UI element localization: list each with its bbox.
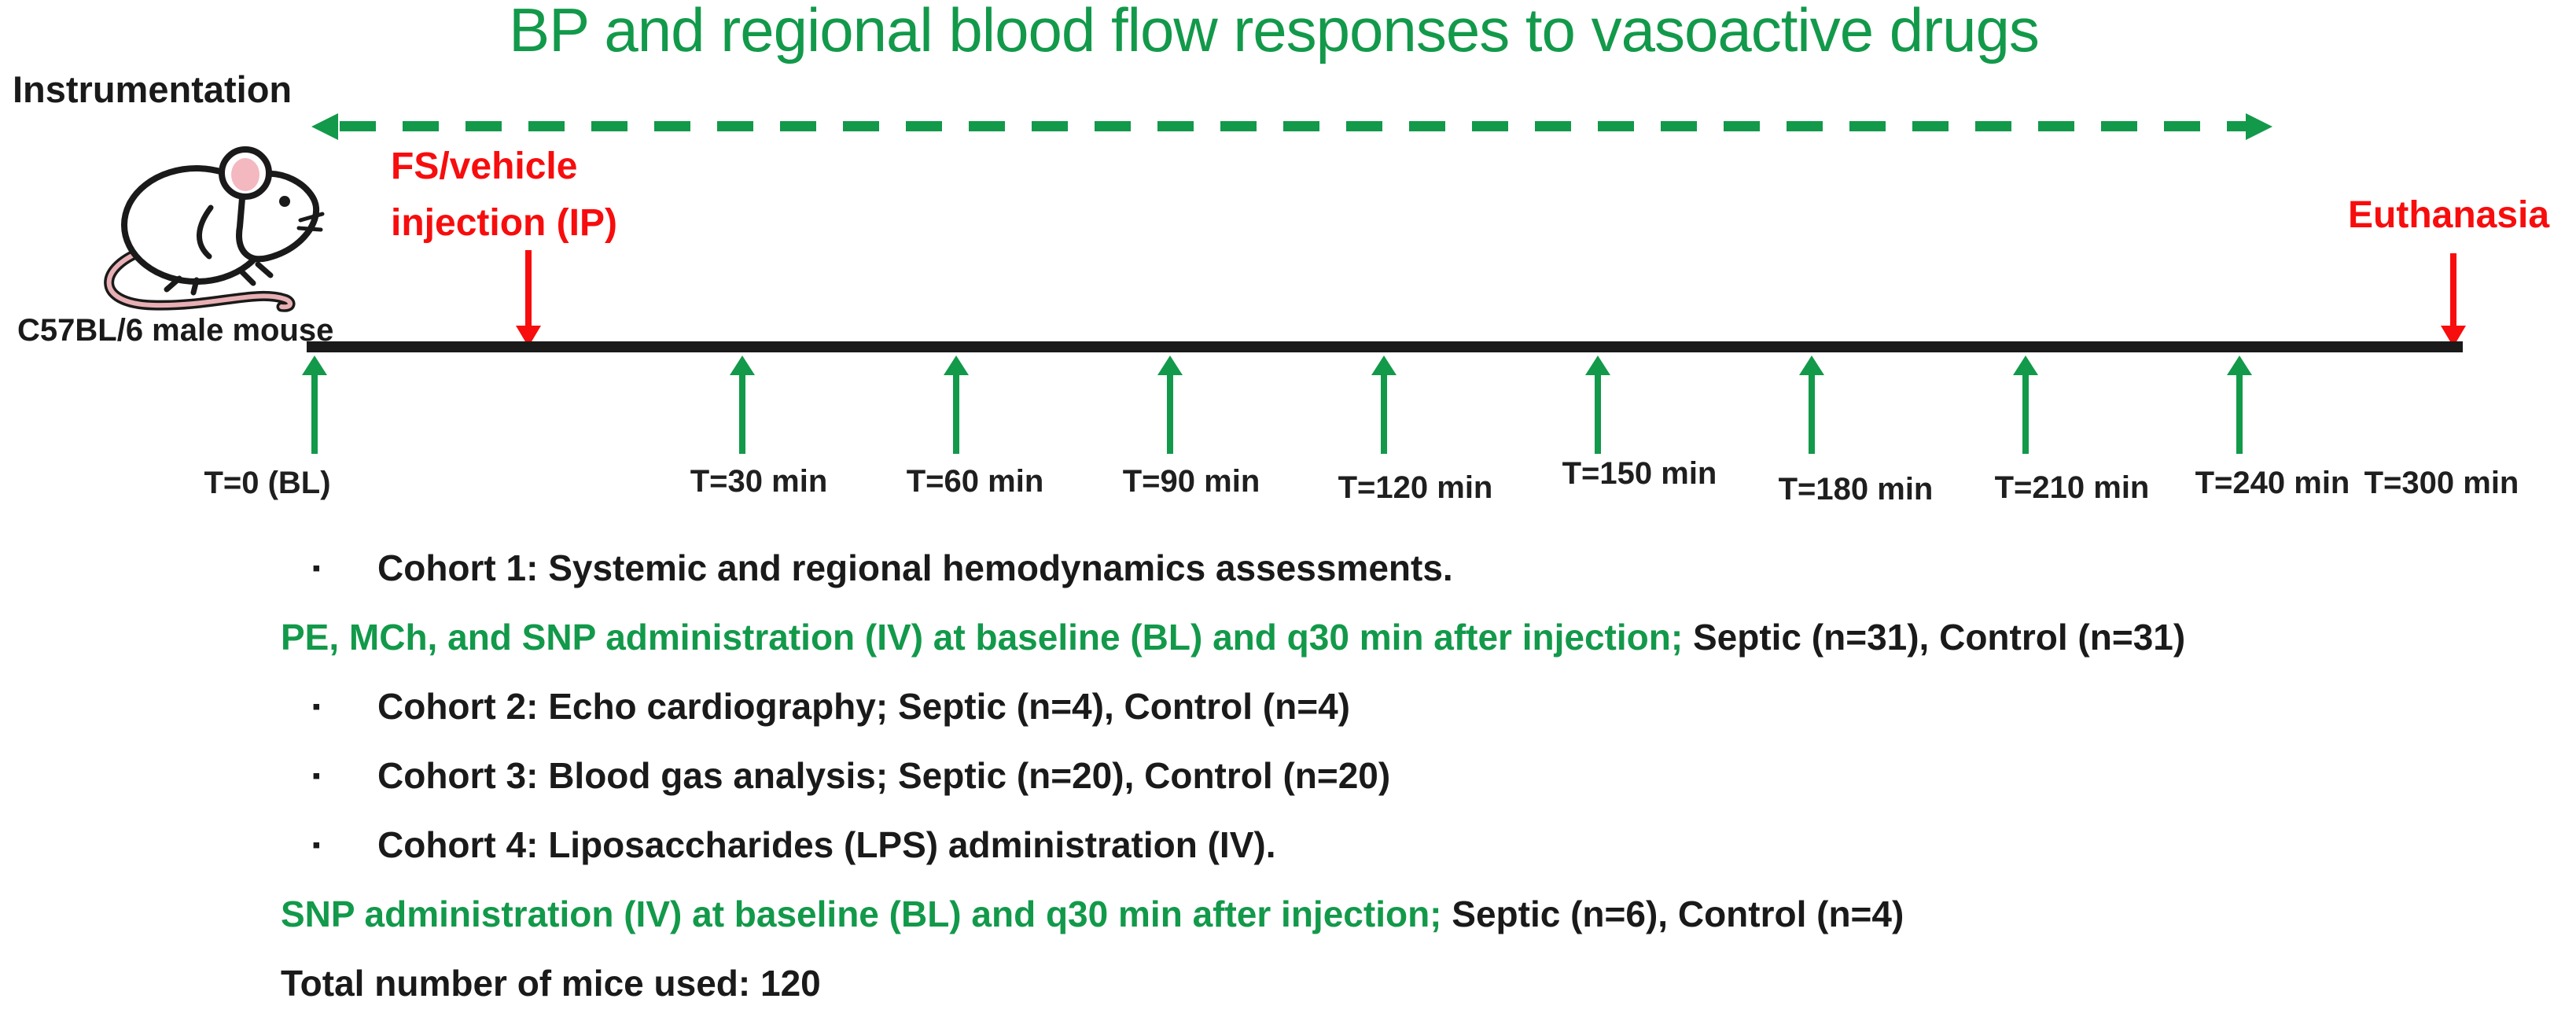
- tick-label-t180: T=180 min: [1778, 472, 1934, 507]
- bullet-cohort1-icon: ▪: [312, 555, 321, 581]
- bullet-cohort3-icon: ▪: [312, 763, 321, 789]
- mouse-tail: [106, 248, 293, 310]
- note-cohort4-sub: SNP administration (IV) at baseline (BL)…: [281, 893, 1904, 935]
- mouse-eye: [279, 196, 290, 207]
- note-cohort1-sub-green: PE, MCh, and SNP administration (IV) at …: [281, 617, 1684, 658]
- note-total: Total number of mice used: 120: [281, 963, 821, 1004]
- tick-label-t150: T=150 min: [1562, 456, 1717, 491]
- span-dashed-line: [340, 121, 2246, 131]
- note-cohort4-sub-black: Septic (n=6), Control (n=4): [1441, 894, 1904, 934]
- timeline-bar: [307, 341, 2463, 352]
- tick-label-t300: T=300 min: [2364, 466, 2519, 500]
- tick-arrow-t60-icon: [944, 356, 969, 375]
- tick-shaft-t60: [953, 374, 959, 454]
- mouse-illustration: [79, 132, 330, 313]
- span-arrowhead-left-icon: [311, 113, 338, 140]
- injection-label-line1: FS/vehicle: [391, 146, 578, 187]
- tick-shaft-t210: [2022, 374, 2029, 454]
- tick-arrow-t240-icon: [2227, 356, 2252, 375]
- note-cohort1: Cohort 1: Systemic and regional hemodyna…: [377, 547, 1453, 588]
- mouse-inner-ear: [231, 158, 259, 191]
- tick-shaft-t0: [311, 374, 318, 454]
- page-title: BP and regional blood flow responses to …: [509, 0, 2040, 64]
- tick-label-t0: T=0 (BL): [204, 466, 331, 500]
- bullet-cohort4-icon: ▪: [312, 832, 321, 858]
- tick-shaft-t30: [739, 374, 745, 454]
- tick-arrow-t0-icon: [302, 356, 327, 375]
- mouse-icon: [104, 146, 325, 312]
- tick-label-t30: T=30 min: [690, 464, 828, 499]
- tick-arrow-t120-icon: [1371, 356, 1397, 375]
- note-cohort3: Cohort 3: Blood gas analysis; Septic (n=…: [377, 755, 1391, 796]
- mouse-haunch: [197, 205, 214, 260]
- tick-shaft-t180: [1809, 374, 1815, 454]
- euthanasia-arrow-shaft: [2450, 253, 2456, 329]
- bullet-cohort2-icon: ▪: [312, 694, 321, 720]
- span-arrowhead-right-icon: [2246, 113, 2272, 140]
- mouse-caption: C57BL/6 male mouse: [17, 313, 334, 348]
- note-cohort4-sub-green: SNP administration (IV) at baseline (BL)…: [281, 894, 1442, 934]
- tick-shaft-t120: [1381, 374, 1387, 454]
- tick-shaft-t240: [2236, 374, 2243, 454]
- instrumentation-label: Instrumentation: [13, 68, 293, 110]
- note-cohort1-sub-black: Septic (n=31), Control (n=31): [1683, 617, 2186, 658]
- mouse-legs: [164, 261, 274, 296]
- tick-label-t120: T=120 min: [1338, 470, 1493, 505]
- tick-label-t90: T=90 min: [1122, 464, 1260, 499]
- tick-arrow-t30-icon: [730, 356, 755, 375]
- injection-label: FS/vehicle injection (IP): [391, 138, 617, 252]
- injection-arrow-shaft: [525, 250, 532, 329]
- tick-label-t60: T=60 min: [906, 464, 1044, 499]
- euthanasia-label: Euthanasia: [2348, 194, 2550, 236]
- note-cohort2: Cohort 2: Echo cardiography; Septic (n=4…: [377, 686, 1350, 727]
- tick-arrow-t150-icon: [1585, 356, 1610, 375]
- tick-arrow-t90-icon: [1157, 356, 1183, 375]
- injection-label-line2: injection (IP): [391, 202, 617, 244]
- tick-arrow-t210-icon: [2013, 356, 2038, 375]
- tick-arrow-t180-icon: [1799, 356, 1824, 375]
- note-cohort4: Cohort 4: Liposaccharides (LPS) administ…: [377, 824, 1276, 865]
- tick-shaft-t90: [1167, 374, 1173, 454]
- mouse-whiskers: [296, 212, 325, 232]
- tick-label-t240: T=240 min: [2195, 466, 2350, 500]
- note-cohort1-sub: PE, MCh, and SNP administration (IV) at …: [281, 616, 2185, 658]
- tick-shaft-t150: [1595, 374, 1601, 454]
- tick-label-t210: T=210 min: [1994, 470, 2150, 505]
